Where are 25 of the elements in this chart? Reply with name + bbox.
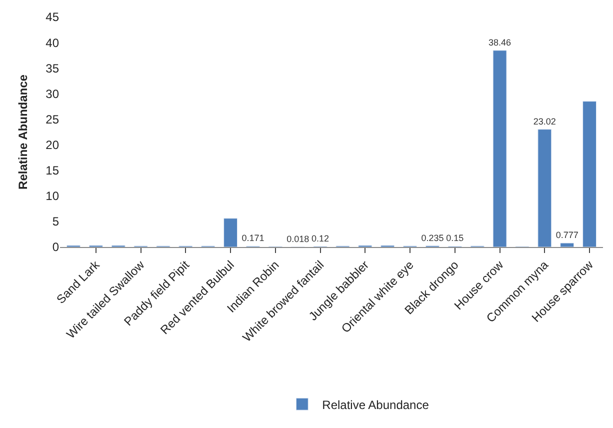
y-tick-label: 5 <box>52 214 60 229</box>
bar <box>492 50 507 247</box>
y-tick-label: 0 <box>52 240 60 254</box>
y-tick-label: 15 <box>46 164 60 178</box>
y-tick-label: 45 <box>46 10 60 24</box>
data-label: 0.235 <box>421 232 444 243</box>
bar <box>560 242 574 247</box>
data-label: 0.15 <box>446 233 464 244</box>
y-tick-label: 10 <box>46 189 60 204</box>
y-tick-label: 35 <box>46 61 60 76</box>
data-label: 0.018 <box>286 234 310 244</box>
data-label: 0.171 <box>242 233 264 244</box>
y-tick-label: 25 <box>46 112 60 126</box>
y-tick-label: 40 <box>46 36 60 50</box>
bar <box>538 129 552 247</box>
bar <box>224 218 238 247</box>
bar <box>582 101 597 247</box>
legend-label: Relative Abundance <box>322 398 430 412</box>
y-tick-label: 20 <box>46 138 60 152</box>
data-label: 23.02 <box>533 116 556 126</box>
data-label: 0.777 <box>556 230 578 240</box>
data-label: 38.46 <box>488 37 512 48</box>
y-tick-label: 30 <box>46 86 60 101</box>
y-axis-title: Relatine Abundance <box>16 74 30 190</box>
data-label: 0.12 <box>312 233 330 244</box>
